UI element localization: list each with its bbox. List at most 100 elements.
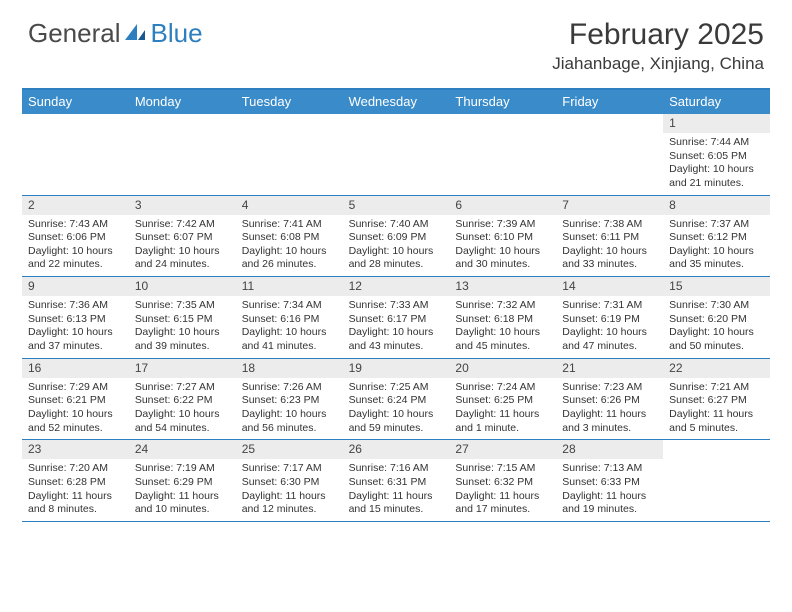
week-row: 9Sunrise: 7:36 AMSunset: 6:13 PMDaylight… <box>22 277 770 359</box>
calendar: SundayMondayTuesdayWednesdayThursdayFrid… <box>22 88 770 522</box>
day-cell: 3Sunrise: 7:42 AMSunset: 6:07 PMDaylight… <box>129 196 236 277</box>
daylight-text: Daylight: 10 hours and 52 minutes. <box>28 408 123 435</box>
day-cell: 11Sunrise: 7:34 AMSunset: 6:16 PMDayligh… <box>236 277 343 358</box>
sunset-text: Sunset: 6:15 PM <box>135 313 230 327</box>
daylight-text: Daylight: 11 hours and 3 minutes. <box>562 408 657 435</box>
day-header-friday: Friday <box>556 90 663 114</box>
month-title: February 2025 <box>552 18 764 52</box>
day-cell: 9Sunrise: 7:36 AMSunset: 6:13 PMDaylight… <box>22 277 129 358</box>
day-details: Sunrise: 7:27 AMSunset: 6:22 PMDaylight:… <box>129 378 236 440</box>
day-cell: 20 Sunrise: 7:24 AMSunset: 6:25 PMDayligh… <box>449 359 556 440</box>
calendar-body: 1Sunrise: 7:44 AMSunset: 6:05 PMDaylight… <box>22 114 770 522</box>
sunset-text: Sunset: 6:28 PM <box>28 476 123 490</box>
daylight-text: Daylight: 10 hours and 26 minutes. <box>242 245 337 272</box>
day-cell: 2Sunrise: 7:43 AMSunset: 6:06 PMDaylight… <box>22 196 129 277</box>
empty-cell <box>236 114 343 195</box>
sunset-text: Sunset: 6:21 PM <box>28 394 123 408</box>
empty-cell <box>129 114 236 195</box>
day-cell: 10Sunrise: 7:35 AMSunset: 6:15 PMDayligh… <box>129 277 236 358</box>
daylight-text: Daylight: 11 hours and 8 minutes. <box>28 490 123 517</box>
sunset-text: Sunset: 6:07 PM <box>135 231 230 245</box>
daylight-text: Daylight: 10 hours and 33 minutes. <box>562 245 657 272</box>
day-header-sunday: Sunday <box>22 90 129 114</box>
day-number: 18 <box>236 359 343 378</box>
sunset-text: Sunset: 6:19 PM <box>562 313 657 327</box>
daylight-text: Daylight: 10 hours and 50 minutes. <box>669 326 764 353</box>
day-header-saturday: Saturday <box>663 90 770 114</box>
daylight-text: Daylight: 10 hours and 21 minutes. <box>669 163 764 190</box>
empty-cell <box>556 114 663 195</box>
day-details: Sunrise: 7:25 AMSunset: 6:24 PMDaylight:… <box>343 378 450 440</box>
day-cell: 27Sunrise: 7:15 AMSunset: 6:32 PMDayligh… <box>449 440 556 521</box>
daylight-text: Daylight: 10 hours and 37 minutes. <box>28 326 123 353</box>
daylight-text: Daylight: 10 hours and 22 minutes. <box>28 245 123 272</box>
day-cell: 18 Sunrise: 7:26 AMSunset: 6:23 PMDayligh… <box>236 359 343 440</box>
day-details: Sunrise: 7:41 AMSunset: 6:08 PMDaylight:… <box>236 215 343 277</box>
daylight-text: Daylight: 10 hours and 35 minutes. <box>669 245 764 272</box>
sunset-text: Sunset: 6:23 PM <box>242 394 337 408</box>
day-number: 22 <box>663 359 770 378</box>
daylight-text: Daylight: 10 hours and 24 minutes. <box>135 245 230 272</box>
sunset-text: Sunset: 6:25 PM <box>455 394 550 408</box>
sunrise-text: Sunrise: 7:33 AM <box>349 299 444 313</box>
day-details: Sunrise: 7:32 AMSunset: 6:18 PMDaylight:… <box>449 296 556 358</box>
day-number: 20 <box>449 359 556 378</box>
daylight-text: Daylight: 10 hours and 59 minutes. <box>349 408 444 435</box>
day-cell: 14Sunrise: 7:31 AMSunset: 6:19 PMDayligh… <box>556 277 663 358</box>
empty-cell <box>663 440 770 521</box>
sunrise-text: Sunrise: 7:17 AM <box>242 462 337 476</box>
day-number: 19 <box>343 359 450 378</box>
sunset-text: Sunset: 6:05 PM <box>669 150 764 164</box>
day-header-thursday: Thursday <box>449 90 556 114</box>
sunrise-text: Sunrise: 7:13 AM <box>562 462 657 476</box>
day-cell: 4Sunrise: 7:41 AMSunset: 6:08 PMDaylight… <box>236 196 343 277</box>
day-number: 3 <box>129 196 236 215</box>
day-details: Sunrise: 7:19 AMSunset: 6:29 PMDaylight:… <box>129 459 236 521</box>
logo: General Blue <box>28 18 203 49</box>
day-number: 12 <box>343 277 450 296</box>
day-number: 8 <box>663 196 770 215</box>
day-details: Sunrise: 7:40 AMSunset: 6:09 PMDaylight:… <box>343 215 450 277</box>
sunrise-text: Sunrise: 7:26 AM <box>242 381 337 395</box>
day-cell: 15Sunrise: 7:30 AMSunset: 6:20 PMDayligh… <box>663 277 770 358</box>
daylight-text: Daylight: 10 hours and 43 minutes. <box>349 326 444 353</box>
sunrise-text: Sunrise: 7:39 AM <box>455 218 550 232</box>
day-cell: 1Sunrise: 7:44 AMSunset: 6:05 PMDaylight… <box>663 114 770 195</box>
day-number: 16 <box>22 359 129 378</box>
day-details: Sunrise: 7:35 AMSunset: 6:15 PMDaylight:… <box>129 296 236 358</box>
day-details: Sunrise: 7:38 AMSunset: 6:11 PMDaylight:… <box>556 215 663 277</box>
day-cell: 12Sunrise: 7:33 AMSunset: 6:17 PMDayligh… <box>343 277 450 358</box>
sunrise-text: Sunrise: 7:38 AM <box>562 218 657 232</box>
day-details: Sunrise: 7:15 AMSunset: 6:32 PMDaylight:… <box>449 459 556 521</box>
sunset-text: Sunset: 6:31 PM <box>349 476 444 490</box>
sunrise-text: Sunrise: 7:24 AM <box>455 381 550 395</box>
day-details: Sunrise: 7:43 AMSunset: 6:06 PMDaylight:… <box>22 215 129 277</box>
day-header-wednesday: Wednesday <box>343 90 450 114</box>
empty-cell <box>449 114 556 195</box>
sunrise-text: Sunrise: 7:23 AM <box>562 381 657 395</box>
daylight-text: Daylight: 11 hours and 1 minute. <box>455 408 550 435</box>
daylight-text: Daylight: 10 hours and 47 minutes. <box>562 326 657 353</box>
day-header-row: SundayMondayTuesdayWednesdayThursdayFrid… <box>22 90 770 114</box>
daylight-text: Daylight: 10 hours and 56 minutes. <box>242 408 337 435</box>
day-number: 23 <box>22 440 129 459</box>
daylight-text: Daylight: 11 hours and 17 minutes. <box>455 490 550 517</box>
sunset-text: Sunset: 6:18 PM <box>455 313 550 327</box>
daylight-text: Daylight: 10 hours and 41 minutes. <box>242 326 337 353</box>
sunrise-text: Sunrise: 7:15 AM <box>455 462 550 476</box>
day-number: 13 <box>449 277 556 296</box>
daylight-text: Daylight: 11 hours and 5 minutes. <box>669 408 764 435</box>
day-cell: 6Sunrise: 7:39 AMSunset: 6:10 PMDaylight… <box>449 196 556 277</box>
day-cell: 22Sunrise: 7:21 AMSunset: 6:27 PMDayligh… <box>663 359 770 440</box>
sunrise-text: Sunrise: 7:32 AM <box>455 299 550 313</box>
sunset-text: Sunset: 6:16 PM <box>242 313 337 327</box>
sunset-text: Sunset: 6:26 PM <box>562 394 657 408</box>
day-number: 9 <box>22 277 129 296</box>
day-cell: 24Sunrise: 7:19 AMSunset: 6:29 PMDayligh… <box>129 440 236 521</box>
day-number: 10 <box>129 277 236 296</box>
sunset-text: Sunset: 6:30 PM <box>242 476 337 490</box>
day-cell: 16Sunrise: 7:29 AMSunset: 6:21 PMDayligh… <box>22 359 129 440</box>
daylight-text: Daylight: 10 hours and 30 minutes. <box>455 245 550 272</box>
sunrise-text: Sunrise: 7:34 AM <box>242 299 337 313</box>
daylight-text: Daylight: 11 hours and 15 minutes. <box>349 490 444 517</box>
